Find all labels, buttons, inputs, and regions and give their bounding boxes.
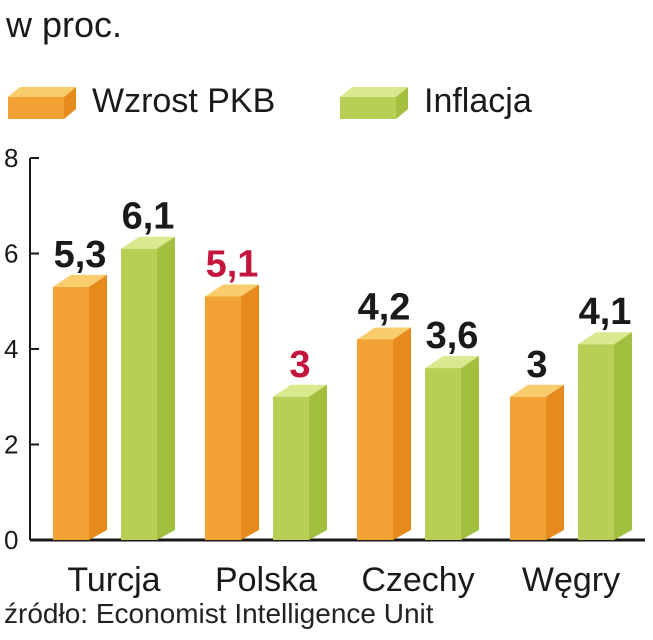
legend-label-pkb: Wzrost PKB [92, 82, 276, 120]
bar-side-inflacja-polska [309, 384, 327, 540]
bar-pkb-czechy [357, 339, 393, 540]
legend-swatch-inflacja [340, 86, 408, 119]
x-category-label-węgry: Węgry [522, 561, 620, 599]
y-tick-label: 8 [4, 143, 18, 173]
bar-inflacja-węgry [578, 344, 614, 540]
data-label-inflacja-turcja: 6,1 [122, 196, 175, 238]
bar-side-inflacja-czechy [461, 356, 479, 540]
data-label-pkb-turcja: 5,3 [54, 234, 107, 276]
y-tick-label: 4 [4, 334, 18, 364]
data-label-pkb-węgry: 3 [526, 344, 547, 386]
bar-side-pkb-polska [241, 284, 259, 540]
bar-side-pkb-turcja [89, 274, 107, 540]
legend-item-pkb: Wzrost PKB [8, 82, 275, 121]
legend-swatch-pkb [8, 86, 76, 119]
bar-side-pkb-czechy [393, 327, 411, 540]
x-category-label-czechy: Czechy [361, 561, 474, 599]
x-category-label-polska: Polska [215, 561, 317, 599]
data-label-inflacja-węgry: 4,1 [579, 291, 632, 333]
source-note: źródło: Economist Intelligence Unit [4, 598, 434, 629]
y-tick-label: 6 [4, 239, 18, 269]
legend-label-inflacja: Inflacja [424, 82, 532, 120]
bar-side-inflacja-węgry [614, 332, 632, 540]
bar-inflacja-polska [273, 396, 309, 540]
y-tick-label: 2 [4, 430, 18, 460]
bar-side-inflacja-turcja [157, 236, 175, 540]
data-label-inflacja-czechy: 3,6 [426, 315, 479, 357]
bar-pkb-polska [205, 296, 241, 540]
chart-subtitle: w proc. [6, 4, 123, 45]
legend-item-inflacja: Inflacja [340, 82, 532, 121]
bar-inflacja-turcja [121, 248, 157, 540]
y-tick-label: 0 [4, 525, 18, 555]
data-label-inflacja-polska: 3 [289, 344, 310, 386]
bar-side-pkb-węgry [546, 384, 564, 540]
bar-inflacja-czechy [425, 368, 461, 540]
bar-pkb-turcja [53, 286, 89, 540]
data-label-pkb-czechy: 4,2 [358, 286, 411, 328]
data-label-pkb-polska: 5,1 [206, 243, 259, 285]
x-category-label-turcja: Turcja [67, 561, 160, 599]
bar-pkb-węgry [510, 396, 546, 540]
